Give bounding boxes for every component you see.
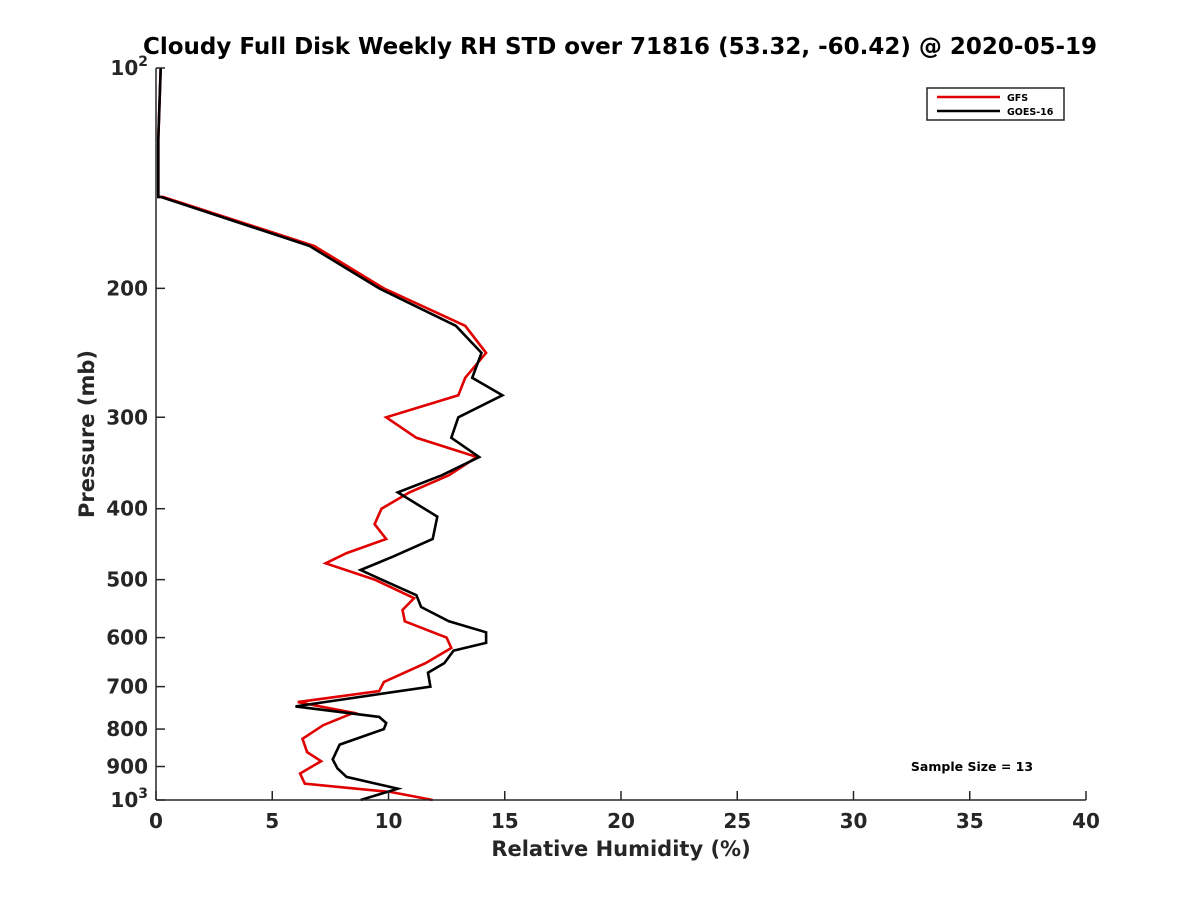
x-tick-label: 5: [265, 809, 279, 833]
x-tick-label: 10: [375, 809, 403, 833]
x-tick-label: 30: [840, 809, 868, 833]
x-tick-label: 40: [1072, 809, 1100, 833]
axes-box: [156, 68, 1086, 800]
y-tick-label: 103: [110, 786, 148, 812]
x-tick-label: 35: [956, 809, 984, 833]
sample-size-annotation: Sample Size = 13: [911, 759, 1033, 774]
x-axis-label: Relative Humidity (%): [491, 837, 750, 861]
y-tick-label: 500: [106, 568, 148, 592]
y-axis: 102 200 300 400 500 600 700 800 900 103: [106, 54, 165, 812]
y-tick-label: 700: [106, 675, 148, 699]
series-line-gfs: [157, 67, 488, 802]
y-tick-label: 900: [106, 755, 148, 779]
plot-area: [157, 67, 506, 802]
y-tick-label: 200: [106, 276, 148, 300]
legend: GFS GOES-16: [926, 87, 1065, 121]
y-tick-label: 800: [106, 717, 148, 741]
x-tick-label: 0: [149, 809, 163, 833]
y-tick-label: 400: [106, 497, 148, 521]
y-tick-label: 600: [106, 626, 148, 650]
chart-title: Cloudy Full Disk Weekly RH STD over 7181…: [143, 34, 1097, 60]
x-axis: 0 5 10 15 20 25 30 35 40: [149, 791, 1100, 833]
series-line-goes-16: [157, 67, 506, 802]
x-tick-label: 15: [491, 809, 519, 833]
y-axis-label: Pressure (mb): [75, 350, 99, 518]
y-tick-label: 300: [106, 405, 148, 429]
legend-label-goes-16: GOES-16: [1007, 107, 1054, 118]
legend-box: [926, 87, 1065, 121]
y-tick-label: 102: [110, 54, 148, 80]
legend-label-gfs: GFS: [1007, 93, 1028, 104]
x-tick-label: 20: [607, 809, 635, 833]
x-tick-label: 25: [723, 809, 751, 833]
